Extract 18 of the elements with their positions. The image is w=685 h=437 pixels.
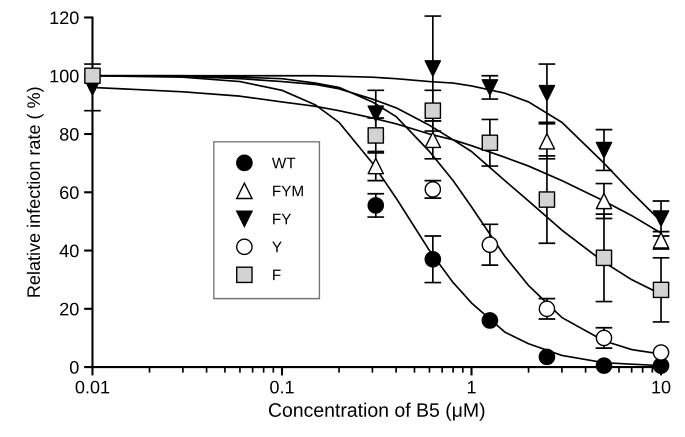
legend-label: FYM	[273, 186, 303, 196]
x-axis-title: Concentration of B5 (μM)	[268, 402, 484, 421]
legend-label: Y	[272, 242, 282, 252]
legend-label: FY	[273, 214, 292, 224]
y-tick-label: 0	[70, 361, 79, 374]
x-tick-label: 0.01	[76, 380, 110, 394]
y-tick-label: 20	[60, 302, 79, 316]
x-tick-label: 1	[468, 380, 476, 394]
y-tick-label: 100	[50, 70, 79, 82]
legend-label: F	[273, 270, 281, 280]
x-tick-label: 0.1	[270, 380, 294, 394]
y-axis-title: Relative infection rate ( %)	[26, 88, 44, 297]
y-tick-label: 80	[60, 128, 79, 141]
legend-label: WT	[272, 158, 296, 168]
y-tick-label: 120	[50, 11, 79, 24]
y-tick-label: 40	[60, 244, 79, 258]
x-tick-label: 10	[652, 380, 670, 394]
y-tick-label: 60	[60, 186, 79, 199]
